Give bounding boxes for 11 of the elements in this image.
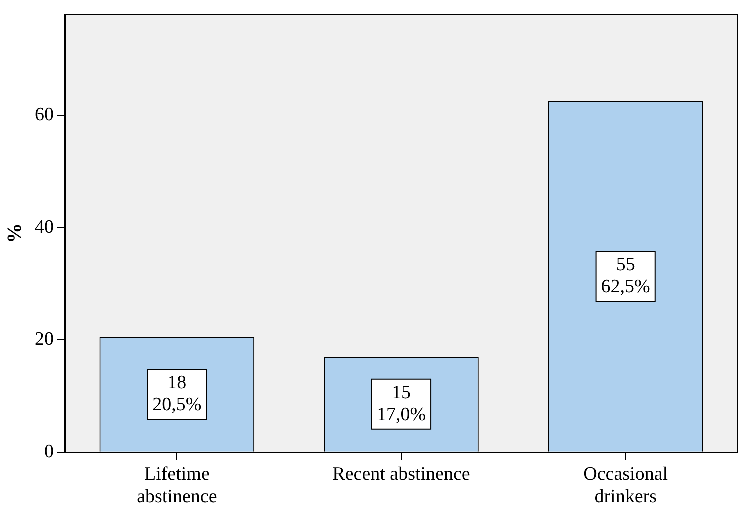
x-tick-label: Recent abstinence (332, 464, 470, 485)
y-axis-title: % (4, 223, 26, 244)
x-tick-label: Occasional drinkers (584, 464, 668, 508)
data-label: 55 62,5% (601, 254, 651, 298)
y-tick-label: 20 (35, 329, 54, 350)
y-tick-label: 40 (35, 216, 54, 238)
data-label: 15 17,0% (376, 382, 426, 426)
y-tick-label: 60 (35, 104, 54, 126)
y-tick-label: 0 (44, 441, 54, 462)
data-label: 18 20,5% (152, 372, 202, 416)
x-tick-label: Lifetime abstinence (137, 464, 218, 508)
